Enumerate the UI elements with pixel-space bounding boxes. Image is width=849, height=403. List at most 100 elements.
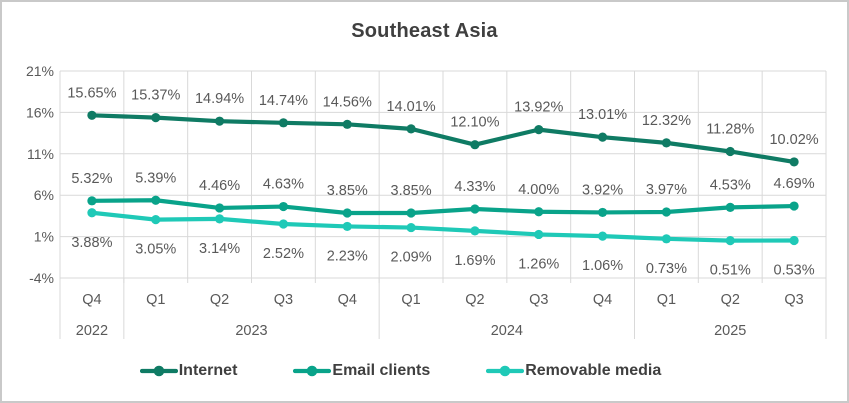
legend-dot bbox=[307, 365, 318, 377]
data-label: 3.85% bbox=[391, 183, 432, 199]
x-axis-quarter-label: Q2 bbox=[721, 292, 740, 308]
data-label: 3.92% bbox=[582, 182, 623, 198]
legend-dot bbox=[153, 365, 165, 377]
y-axis-tick-label: -4% bbox=[29, 270, 54, 286]
data-label: 11.28% bbox=[706, 121, 754, 137]
data-point-internet bbox=[87, 110, 97, 120]
data-label: 3.85% bbox=[327, 183, 368, 199]
legend-item-internet: Internet bbox=[139, 362, 238, 380]
data-point-removable-media bbox=[470, 226, 480, 236]
x-axis-quarter-label: Q4 bbox=[593, 292, 612, 308]
data-point-removable-media bbox=[214, 214, 225, 224]
data-point-removable-media bbox=[342, 221, 352, 232]
data-label: 1.26% bbox=[518, 256, 559, 272]
data-point-email-clients bbox=[278, 201, 289, 212]
legend-marker-removable-media bbox=[486, 365, 525, 377]
data-point-internet bbox=[789, 157, 799, 167]
data-point-internet bbox=[342, 119, 352, 129]
data-point-internet bbox=[470, 140, 480, 150]
data-point-removable-media bbox=[597, 231, 608, 241]
data-point-internet bbox=[278, 118, 289, 128]
data-label: 1.69% bbox=[454, 253, 495, 269]
y-axis-tick-label: 6% bbox=[34, 187, 54, 203]
data-label: 4.00% bbox=[518, 182, 559, 198]
x-axis-quarter-label: Q2 bbox=[465, 292, 484, 308]
data-label: 14.94% bbox=[195, 91, 244, 107]
legend-marker-email-clients bbox=[293, 365, 332, 377]
x-axis-quarter-label: Q1 bbox=[401, 292, 420, 308]
series-email-clients bbox=[87, 195, 799, 218]
data-point-email-clients bbox=[151, 195, 161, 205]
data-label: 2.23% bbox=[327, 248, 368, 264]
data-labels-email-clients: 5.32% 5.39% 4.46% 4.63% 3.85% 3.85% 4.33% 4.00%… bbox=[71, 170, 814, 199]
data-label: 0.73% bbox=[646, 261, 687, 277]
x-axis-year-label: 2024 bbox=[491, 323, 523, 339]
data-point-internet bbox=[534, 125, 544, 135]
legend-item-removable-media: Removable media bbox=[486, 362, 661, 380]
data-point-email-clients bbox=[342, 208, 352, 218]
data-label: 2.09% bbox=[391, 250, 432, 266]
series-line-internet bbox=[89, 113, 797, 165]
x-axis-year-label: 2022 bbox=[76, 323, 108, 339]
x-axis-quarter-label: Q1 bbox=[657, 292, 676, 308]
y-axis-tick-label: 16% bbox=[26, 104, 54, 120]
x-axis-quarter-label: Q4 bbox=[338, 292, 357, 308]
data-point-email-clients bbox=[789, 201, 799, 211]
data-label: 10.02% bbox=[769, 132, 818, 148]
series-line-removable-media bbox=[89, 210, 797, 243]
data-labels-removable-media: 3.88% 3.05% 3.14% 2.52% 2.23% 2.09% 1.69% 1.26%… bbox=[71, 235, 814, 279]
data-label: 15.37% bbox=[131, 88, 180, 104]
data-point-internet bbox=[661, 138, 672, 148]
data-point-email-clients bbox=[214, 203, 225, 213]
legend: Internet Email clients Removable media bbox=[2, 362, 847, 380]
y-axis-tick-label: 11% bbox=[27, 146, 54, 162]
data-point-removable-media bbox=[725, 236, 735, 246]
data-label: 5.39% bbox=[135, 170, 176, 186]
data-label: 3.88% bbox=[71, 235, 112, 251]
data-label: 12.10% bbox=[450, 115, 499, 131]
data-label: 15.65% bbox=[67, 85, 116, 101]
data-point-email-clients bbox=[661, 207, 672, 217]
axis-labels: 21% 16% 11% 6% 1% -4% Q4 Q1 Q2 Q3 Q4 Q1 Q2 Q3 Q4 Q1 Q2 Q3… bbox=[26, 63, 804, 339]
data-label: 14.74% bbox=[259, 93, 308, 109]
y-axis-tick-label: 1% bbox=[34, 229, 54, 245]
data-label: 0.51% bbox=[710, 263, 751, 279]
data-point-email-clients bbox=[470, 204, 480, 214]
data-point-removable-media bbox=[534, 229, 544, 240]
gridlines bbox=[59, 70, 827, 339]
data-point-removable-media bbox=[87, 208, 97, 218]
data-point-removable-media bbox=[406, 222, 416, 233]
chart-title: Southeast Asia bbox=[351, 20, 498, 42]
y-axis-tick-label: 21% bbox=[26, 63, 54, 79]
legend-label: Internet bbox=[178, 362, 238, 379]
series-internet bbox=[87, 110, 799, 167]
legend-label: Removable media bbox=[525, 362, 662, 379]
x-axis-year-label: 2025 bbox=[714, 323, 746, 339]
data-label: 5.32% bbox=[71, 171, 112, 187]
data-point-internet bbox=[406, 124, 416, 134]
data-point-email-clients bbox=[725, 202, 735, 212]
data-point-removable-media bbox=[278, 219, 289, 229]
x-axis-quarter-label: Q3 bbox=[529, 292, 548, 308]
data-label: 0.53% bbox=[774, 262, 815, 278]
x-axis-quarter-label: Q1 bbox=[146, 292, 165, 308]
data-label: 4.46% bbox=[199, 178, 240, 194]
legend-dot bbox=[499, 365, 511, 377]
data-label: 3.97% bbox=[646, 182, 687, 198]
data-label: 3.05% bbox=[135, 242, 176, 258]
data-point-removable-media bbox=[661, 234, 672, 244]
data-point-internet bbox=[725, 146, 735, 157]
x-axis-quarter-label: Q2 bbox=[210, 292, 229, 308]
data-point-removable-media bbox=[151, 215, 161, 225]
legend-label: Email clients bbox=[332, 362, 431, 379]
x-axis-quarter-label: Q3 bbox=[274, 292, 293, 308]
data-point-removable-media bbox=[789, 235, 799, 246]
data-point-internet bbox=[214, 116, 225, 126]
legend-marker-internet bbox=[139, 365, 178, 377]
data-point-email-clients bbox=[534, 207, 544, 217]
series-removable-media bbox=[87, 208, 799, 246]
data-label: 1.06% bbox=[582, 258, 623, 274]
data-label: 3.14% bbox=[199, 241, 240, 257]
data-point-email-clients bbox=[406, 208, 416, 218]
